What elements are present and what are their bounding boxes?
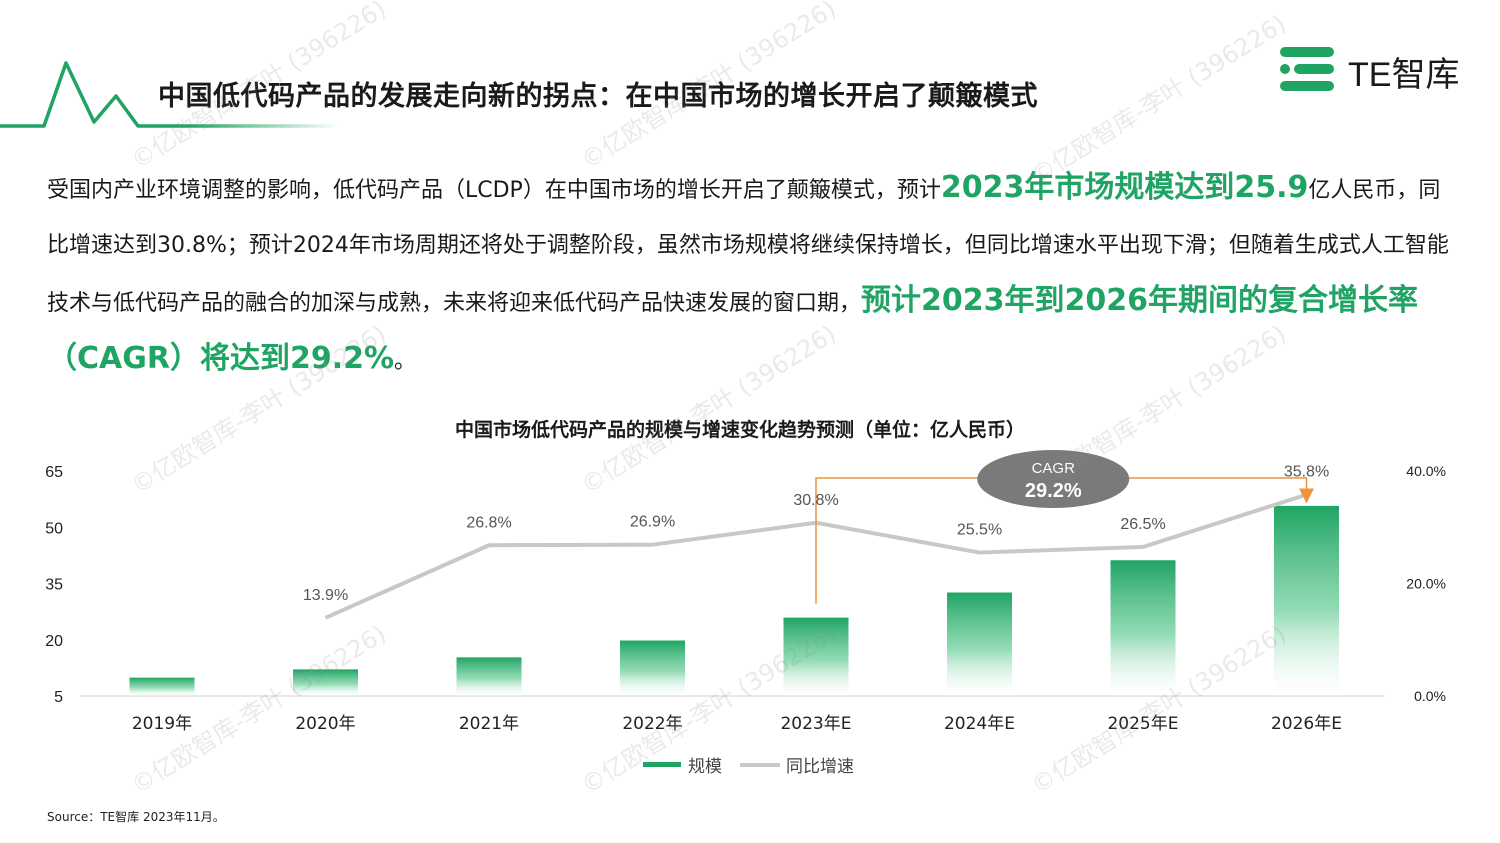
y-right-tick-label: 20.0% bbox=[1406, 576, 1446, 592]
bar bbox=[620, 640, 685, 696]
x-tick-label: 2020年 bbox=[295, 714, 355, 734]
bar bbox=[947, 592, 1012, 696]
bar bbox=[456, 657, 522, 696]
y-left-tick-label: 5 bbox=[54, 689, 63, 706]
chart: 中国市场低代码产品的规模与增速变化趋势预测（单位：亿人民币） 5 20 35 50 65 0… bbox=[45, 418, 1446, 777]
header-pulse-decoration bbox=[0, 61, 340, 128]
bar bbox=[293, 669, 358, 696]
y-right-tick-label: 40.0% bbox=[1406, 463, 1446, 479]
x-tick-label: 2021年 bbox=[459, 714, 519, 734]
legend-swatch-bar bbox=[643, 762, 681, 767]
x-tick-label: 2026年E bbox=[1271, 714, 1342, 734]
summary-highlight-1: 2023年市场规模达到25.9 bbox=[940, 170, 1309, 205]
bar bbox=[783, 617, 849, 696]
x-tick-label: 2022年 bbox=[622, 714, 682, 734]
growth-data-label: 35.8% bbox=[1284, 464, 1329, 481]
x-tick-label: 2023年E bbox=[780, 714, 851, 734]
y-left-tick-label: 65 bbox=[45, 464, 63, 481]
cagr-bubble bbox=[977, 450, 1130, 508]
cagr-label: CAGR bbox=[1032, 460, 1076, 477]
bar bbox=[129, 677, 195, 696]
x-tick-label: 2019年 bbox=[132, 714, 192, 734]
summary-text-1: 受国内产业环境调整的影响，低代码产品（LCDP）在中国市场的增长开启了颠簸模式，… bbox=[47, 178, 941, 203]
chart-title: 中国市场低代码产品的规模与增速变化趋势预测（单位：亿人民币） bbox=[455, 418, 1025, 441]
growth-data-label: 26.5% bbox=[1120, 516, 1165, 533]
te-logo: TE智库 bbox=[1278, 45, 1460, 95]
summary-highlight-2: 预计2023年到2026年期间的复合增长率（CAGR）将达到29.2% bbox=[47, 283, 1419, 376]
bar bbox=[1274, 505, 1339, 696]
x-tick-label: 2024年E bbox=[944, 714, 1015, 734]
y-left-tick-label: 50 bbox=[45, 520, 63, 537]
source-note: Source：TE智库 2023年11月。 bbox=[47, 810, 225, 824]
summary-paragraph: 受国内产业环境调整的影响，低代码产品（LCDP）在中国市场的增长开启了颠簸模式，… bbox=[47, 160, 1457, 389]
bar bbox=[1110, 560, 1176, 696]
cagr-value: 29.2% bbox=[1025, 480, 1082, 502]
summary-text-3: 。 bbox=[394, 349, 417, 374]
y-left-tick-label: 35 bbox=[45, 577, 63, 594]
te-logo-icon bbox=[1280, 47, 1334, 91]
growth-data-label: 30.8% bbox=[793, 492, 838, 509]
growth-data-label: 25.5% bbox=[957, 522, 1002, 539]
y-left-tick-label: 20 bbox=[45, 633, 63, 650]
page-title: 中国低代码产品的发展走向新的拐点：在中国市场的增长开启了颠簸模式 bbox=[158, 81, 1038, 112]
y-right-tick-label: 0.0% bbox=[1414, 688, 1446, 704]
growth-data-label: 26.8% bbox=[466, 514, 511, 531]
x-tick-label: 2025年E bbox=[1107, 714, 1178, 734]
logo-text: TE智库 bbox=[1348, 56, 1460, 94]
summary-text-2: 亿人民币，同比增速达到30.8%；预计2024年市场周期还将处于调整阶段，虽然市… bbox=[47, 178, 1449, 316]
legend-label-line: 同比增速 bbox=[786, 757, 854, 777]
growth-data-label: 26.9% bbox=[630, 514, 675, 531]
legend-label-bar: 规模 bbox=[688, 757, 722, 777]
growth-data-label: 13.9% bbox=[303, 587, 348, 604]
